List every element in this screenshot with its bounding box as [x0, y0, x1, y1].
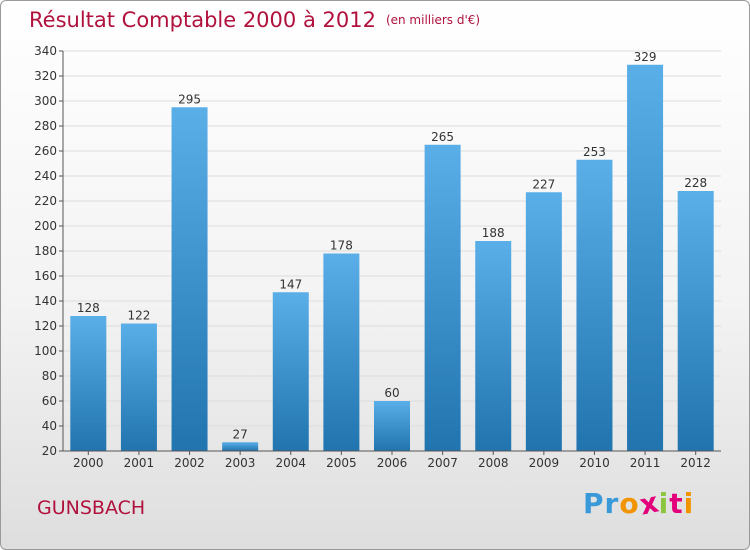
value-label: 329 [634, 50, 657, 64]
logo-letter: t [669, 487, 684, 520]
value-label: 27 [233, 427, 248, 441]
y-tick-label: 240 [34, 169, 57, 183]
value-label: 228 [684, 176, 707, 190]
logo-letter: r [604, 487, 620, 520]
commune-name: GUNSBACH [37, 497, 146, 519]
x-tick-label: 2012 [680, 456, 711, 470]
y-tick-label: 160 [34, 269, 57, 283]
y-tick-label: 320 [34, 69, 57, 83]
logo-letter: i [658, 487, 670, 520]
value-label: 227 [532, 177, 555, 191]
y-tick-label: 340 [34, 44, 57, 58]
proxiti-logo: Proxiti [583, 485, 695, 521]
x-tick-label: 2004 [275, 456, 306, 470]
value-label: 253 [583, 145, 606, 159]
y-tick-label: 200 [34, 219, 57, 233]
x-tick-label: 2007 [427, 456, 458, 470]
logo-letter: i [683, 487, 695, 520]
value-label: 60 [384, 386, 399, 400]
x-tick-label: 2005 [326, 456, 357, 470]
chart-subtitle: (en milliers d'€) [385, 13, 481, 27]
bar-2004 [272, 292, 309, 451]
title-text: Résultat Comptable 2000 à 2012 [29, 8, 376, 32]
logo-letter: P [583, 487, 605, 520]
x-tick-label: 2003 [225, 456, 256, 470]
y-tick-label: 180 [34, 244, 57, 258]
value-label: 147 [279, 277, 302, 291]
y-tick-label: 100 [34, 344, 57, 358]
value-label: 188 [482, 226, 505, 240]
x-tick-label: 2009 [529, 456, 560, 470]
bar-2006 [374, 401, 410, 451]
value-label: 122 [127, 309, 150, 323]
y-tick-label: 80 [42, 369, 57, 383]
logo-letter: o [619, 487, 640, 520]
bar-2012 [677, 191, 714, 451]
bars: 128 122 295 27 147 178 60 265 188 227 253 329 228 [70, 50, 714, 451]
y-tick-label: 260 [34, 144, 57, 158]
x-tick-label: 2008 [478, 456, 509, 470]
y-tick-label: 20 [42, 444, 57, 458]
value-label: 295 [178, 92, 201, 106]
x-tick-label: 2001 [124, 456, 155, 470]
value-label: 178 [330, 239, 353, 253]
y-tick-label: 140 [34, 294, 57, 308]
bar-2009 [525, 192, 562, 451]
x-tick-label: 2010 [579, 456, 610, 470]
bar-2002 [171, 107, 208, 451]
axes: 20 40 60 80 100 120 140 160 180 200 220 240 260 280 30… [34, 44, 721, 470]
x-tick-label: 2006 [377, 456, 408, 470]
y-tick-label: 300 [34, 94, 57, 108]
y-tick-label: 40 [42, 419, 57, 433]
bar-2005 [323, 253, 360, 451]
bar-2001 [120, 323, 157, 451]
y-tick-label: 280 [34, 119, 57, 133]
y-tick-label: 60 [42, 394, 57, 408]
y-tick-label: 220 [34, 194, 57, 208]
y-tick-label: 120 [34, 319, 57, 333]
bar-2007 [424, 144, 461, 451]
value-label: 128 [77, 301, 100, 315]
value-label: 265 [431, 130, 454, 144]
x-tick-label: 2002 [174, 456, 205, 470]
x-tick-label: 2000 [73, 456, 104, 470]
bar-2000 [70, 316, 107, 451]
bar-2010 [576, 159, 613, 451]
chart-title: Résultat Comptable 2000 à 2012 (en millie… [29, 8, 480, 32]
x-tick-label: 2011 [630, 456, 661, 470]
bar-2011 [627, 64, 664, 451]
bar-2008 [475, 241, 512, 451]
bar-2003 [222, 442, 259, 451]
